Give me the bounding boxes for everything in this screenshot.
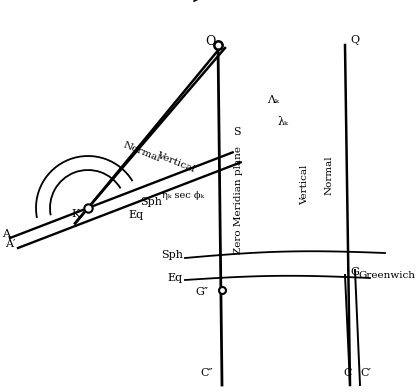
Text: Vertical: Vertical bbox=[300, 165, 309, 205]
Text: Q: Q bbox=[350, 35, 359, 45]
Text: Sph: Sph bbox=[161, 250, 183, 260]
Text: C′: C′ bbox=[360, 368, 371, 378]
Text: G: G bbox=[350, 267, 359, 277]
Text: Normal: Normal bbox=[122, 140, 162, 163]
Text: Eq: Eq bbox=[168, 273, 183, 283]
Text: Greenwich: Greenwich bbox=[358, 272, 415, 281]
Text: Vertical: Vertical bbox=[155, 150, 196, 174]
Text: K: K bbox=[71, 209, 80, 219]
Text: Zero Meridian plane: Zero Meridian plane bbox=[234, 146, 243, 254]
Text: S: S bbox=[233, 127, 241, 137]
Text: C: C bbox=[344, 368, 352, 378]
Text: Eq: Eq bbox=[128, 210, 143, 220]
Text: G″: G″ bbox=[195, 287, 208, 297]
Text: C″: C″ bbox=[201, 368, 213, 378]
Text: A′: A′ bbox=[5, 239, 16, 249]
Text: λₖ: λₖ bbox=[278, 117, 289, 127]
Text: ηₖ sec ϕₖ: ηₖ sec ϕₖ bbox=[162, 191, 204, 200]
Text: Sph: Sph bbox=[140, 197, 162, 207]
Text: O: O bbox=[205, 35, 215, 48]
Text: A: A bbox=[2, 229, 10, 239]
Text: Λₖ: Λₖ bbox=[267, 95, 279, 105]
Text: Normal: Normal bbox=[325, 155, 334, 195]
